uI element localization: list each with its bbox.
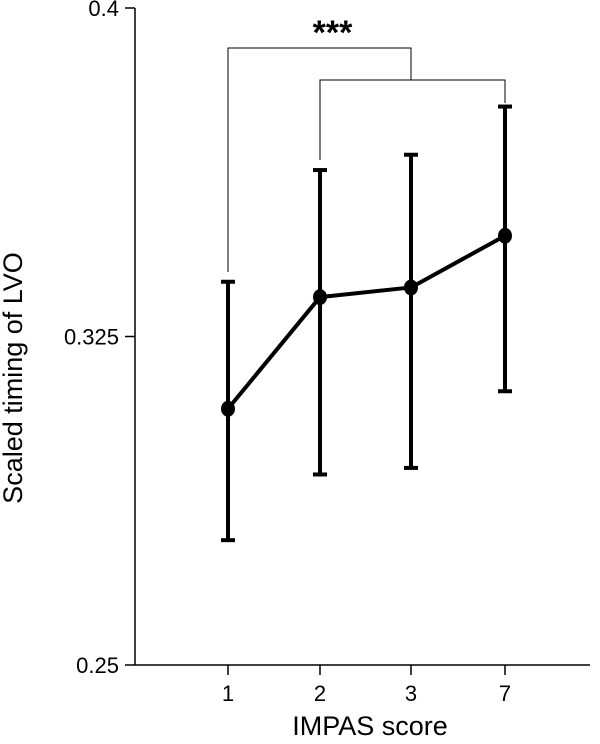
significance-bracket bbox=[227, 47, 412, 272]
y-tick-label: 0.25 bbox=[76, 653, 119, 678]
y-tick-label: 0.325 bbox=[64, 325, 119, 350]
x-tick-label: 7 bbox=[499, 681, 511, 706]
data-point bbox=[498, 227, 512, 244]
x-tick-label: 3 bbox=[405, 681, 417, 706]
significance-brackets: *** bbox=[227, 14, 506, 272]
data-point bbox=[313, 289, 327, 306]
y-axis-title: Scaled timing of LVO bbox=[0, 252, 28, 504]
axes: 0.25 0.325 0.4 1 2 3 7 bbox=[64, 0, 590, 706]
significance-bracket bbox=[319, 79, 506, 160]
series-line bbox=[226, 234, 506, 411]
data-point bbox=[404, 279, 418, 296]
significance-label: *** bbox=[313, 14, 353, 52]
series bbox=[221, 227, 512, 417]
data-point bbox=[221, 400, 235, 417]
error-bars bbox=[221, 104, 512, 543]
x-tick-label: 2 bbox=[314, 681, 326, 706]
x-axis-title: IMPAS score bbox=[292, 711, 448, 741]
x-tick-label: 1 bbox=[222, 681, 234, 706]
y-tick-label: 0.4 bbox=[88, 0, 119, 21]
